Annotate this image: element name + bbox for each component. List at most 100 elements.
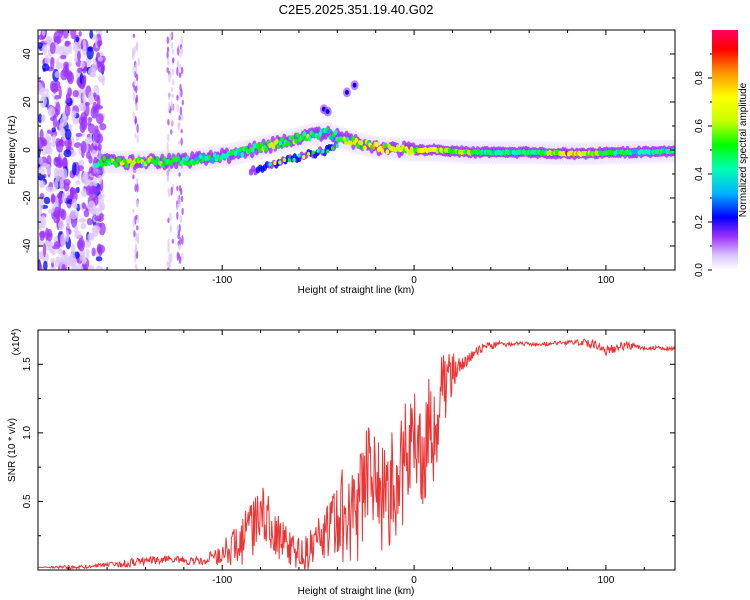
noise-streak	[166, 36, 169, 45]
ridge-core	[359, 140, 364, 146]
noise-speckle	[40, 181, 46, 188]
noise-streak	[176, 203, 179, 210]
noise-speckle	[79, 122, 86, 134]
noise-speckle	[69, 253, 73, 266]
noise-streak	[176, 66, 179, 77]
noise-speckle	[81, 188, 88, 198]
noise-speckle	[73, 57, 79, 63]
noise-streak	[176, 195, 180, 201]
noise-streak	[170, 118, 174, 128]
ridge-core	[237, 151, 241, 157]
noise-speckle	[86, 217, 93, 226]
noise-streak	[136, 215, 140, 223]
noise-speckle	[95, 265, 103, 270]
noise-speckle	[98, 222, 106, 236]
ridge-core	[351, 136, 355, 142]
noise-speckle	[91, 247, 96, 257]
noise-streak	[176, 185, 179, 191]
ridge-core	[356, 143, 360, 150]
secondary-branch-core	[311, 150, 315, 155]
ridge-core	[375, 141, 379, 148]
noise-speckle	[93, 92, 97, 98]
x-tick-label: -100	[212, 575, 232, 586]
noise-speckle	[90, 167, 98, 177]
spectrogram-x-label: Height of straight line (km)	[298, 285, 415, 296]
noise-speckle	[78, 217, 87, 223]
noise-streak	[179, 214, 183, 224]
secondary-branch-core	[297, 153, 301, 158]
noise-speckle	[62, 250, 66, 255]
noise-speckle	[86, 47, 94, 60]
noise-speckle	[93, 195, 99, 206]
noise-speckle	[72, 89, 79, 98]
snr-marks	[38, 338, 675, 570]
noise-speckle	[85, 248, 90, 260]
y-tick-label: 1.5	[22, 357, 33, 371]
ridge-core	[264, 146, 269, 152]
noise-speckle	[78, 31, 82, 37]
noise-speckle	[50, 130, 58, 138]
noise-speckle	[64, 128, 72, 141]
ridge-core	[155, 156, 160, 162]
noise-speckle	[51, 127, 57, 133]
noise-speckle	[52, 114, 58, 129]
ridge-core	[307, 135, 312, 142]
noise-streak	[171, 238, 175, 244]
noise-streak	[178, 140, 181, 145]
noise-speckle	[56, 160, 63, 169]
ridge-core	[100, 162, 105, 168]
noise-streak	[135, 85, 138, 94]
noise-speckle	[41, 162, 49, 169]
secondary-branch-core	[316, 148, 320, 153]
noise-streak	[171, 68, 175, 76]
noise-streak	[170, 101, 173, 110]
noise-speckle	[64, 40, 70, 47]
noise-speckle	[85, 151, 92, 160]
noise-speckle	[51, 134, 57, 143]
noise-streak	[132, 174, 135, 180]
noise-speckle	[97, 56, 103, 62]
noise-streak	[171, 48, 175, 55]
noise-speckle	[44, 54, 50, 66]
noise-streak	[179, 236, 182, 246]
ridge-core	[211, 157, 215, 163]
noise-speckle	[52, 244, 61, 250]
noise-speckle	[77, 237, 85, 252]
noise-streak	[178, 172, 181, 177]
ridge-core	[250, 147, 255, 153]
noise-streak	[178, 198, 181, 208]
noise-streak	[135, 42, 139, 52]
noise-streak	[178, 115, 181, 121]
ridge-core	[192, 160, 196, 166]
noise-speckle	[92, 177, 98, 188]
ridge-core	[276, 143, 281, 150]
noise-streak	[167, 267, 170, 270]
ridge-core	[385, 149, 390, 155]
noise-streak	[169, 224, 173, 233]
noise-streak	[132, 218, 135, 228]
secondary-branch-core	[268, 162, 272, 167]
secondary-branch-core	[335, 144, 339, 149]
noise-speckle	[94, 215, 102, 222]
ridge-core	[212, 152, 217, 158]
noise-speckle	[97, 244, 106, 254]
noise-speckle	[55, 140, 64, 153]
secondary-branch-core	[326, 149, 330, 154]
ridge-core	[123, 158, 127, 164]
noise-streak	[166, 67, 169, 73]
noise-streak	[180, 195, 184, 203]
noise-speckle	[68, 44, 73, 55]
noise-speckle	[77, 43, 82, 53]
noise-streak	[168, 167, 171, 172]
noise-speckle	[81, 202, 86, 210]
noise-streak	[166, 142, 169, 150]
noise-speckle	[38, 113, 43, 124]
ridge-core	[256, 143, 260, 149]
noise-streak	[178, 256, 182, 265]
y-tick-label: -40	[22, 238, 33, 253]
noise-speckle	[43, 260, 48, 270]
noise-speckle	[70, 209, 79, 220]
noise-streak	[179, 106, 183, 116]
noise-speckle	[66, 215, 70, 229]
noise-streak	[169, 32, 173, 39]
